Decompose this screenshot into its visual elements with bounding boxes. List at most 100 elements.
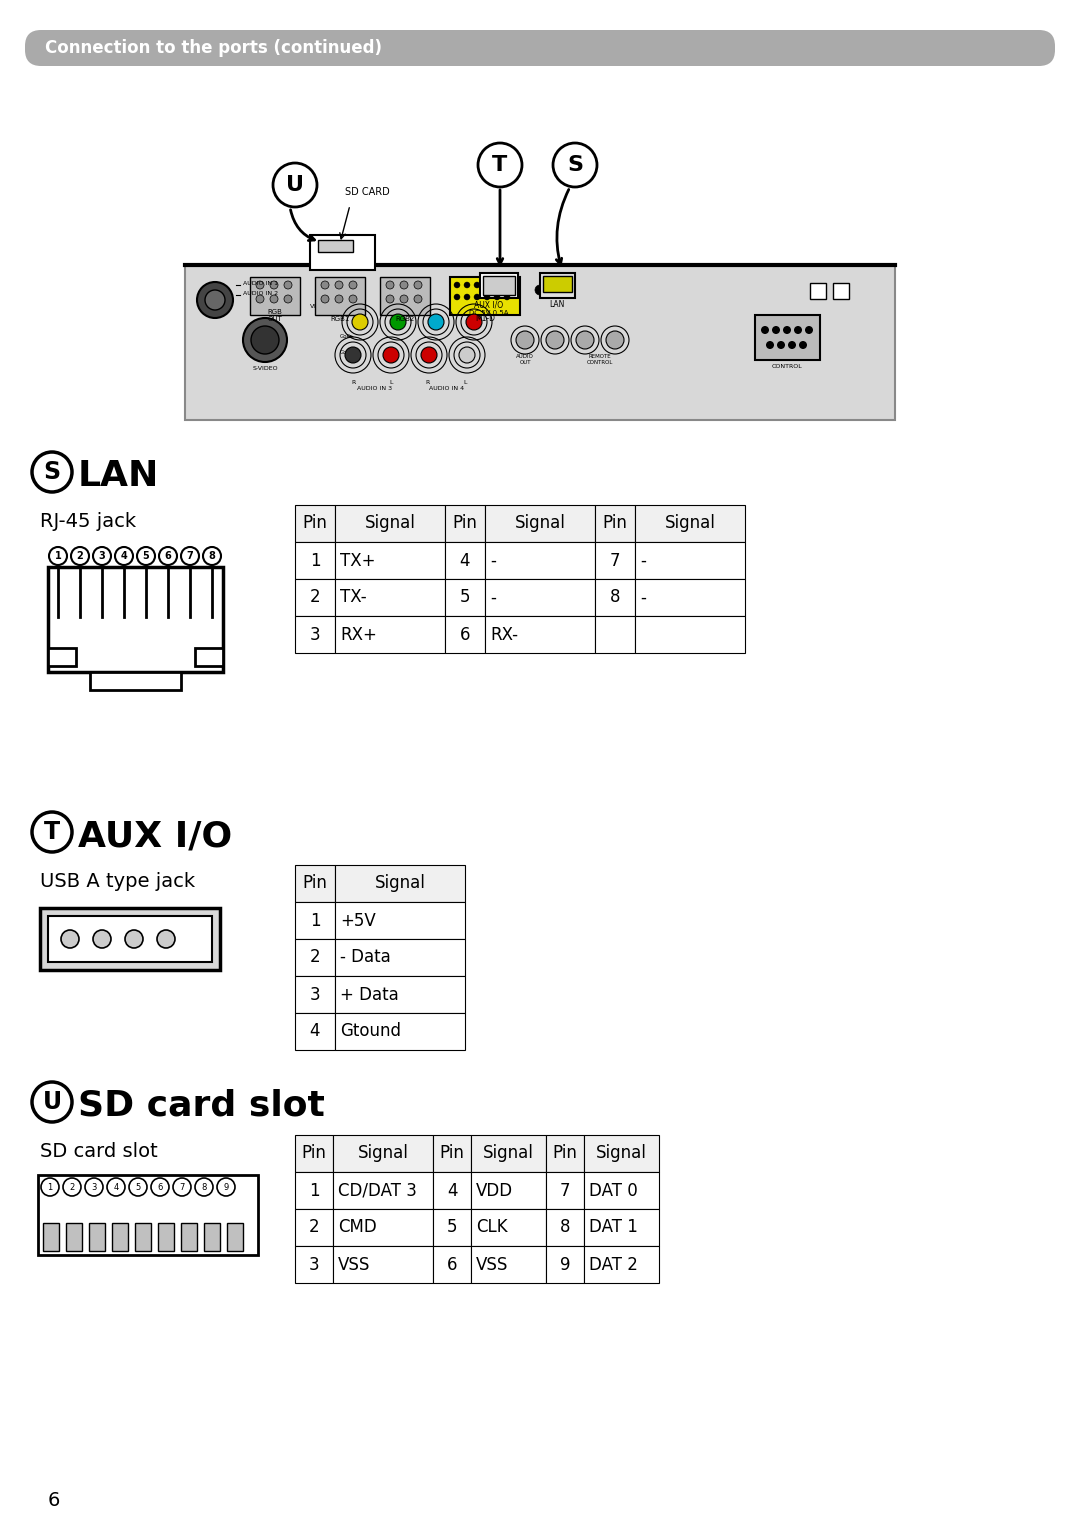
Text: 8: 8 — [559, 1218, 570, 1236]
Bar — [195, 648, 222, 666]
Circle shape — [349, 296, 357, 303]
Text: 6: 6 — [158, 1183, 163, 1192]
Bar — [546, 1135, 584, 1172]
Circle shape — [71, 547, 89, 565]
Text: 3: 3 — [310, 625, 321, 643]
Circle shape — [137, 547, 156, 565]
Circle shape — [400, 296, 408, 303]
Circle shape — [783, 326, 791, 334]
Circle shape — [386, 296, 394, 303]
Text: CLK: CLK — [476, 1218, 508, 1236]
Circle shape — [270, 296, 278, 303]
Circle shape — [181, 547, 199, 565]
Text: R: R — [351, 380, 355, 385]
Text: + Data: + Data — [340, 985, 399, 1003]
Bar — [483, 276, 515, 296]
Bar — [380, 277, 430, 316]
Circle shape — [474, 282, 480, 288]
Bar — [450, 277, 519, 316]
Circle shape — [794, 326, 802, 334]
Bar — [445, 616, 485, 653]
Bar — [445, 542, 485, 579]
Circle shape — [504, 282, 510, 288]
Text: L: L — [389, 380, 393, 385]
Bar — [48, 916, 212, 962]
Bar — [584, 1246, 659, 1282]
Text: RX+: RX+ — [340, 625, 377, 643]
Text: Signal: Signal — [365, 515, 416, 533]
Text: TX+: TX+ — [340, 552, 376, 570]
Text: T: T — [44, 820, 60, 844]
Text: CD/DAT 3: CD/DAT 3 — [338, 1181, 417, 1200]
Bar — [48, 567, 222, 673]
Text: 2: 2 — [309, 1218, 320, 1236]
Text: 7: 7 — [559, 1181, 570, 1200]
FancyBboxPatch shape — [25, 31, 1055, 66]
Circle shape — [284, 280, 292, 290]
Text: 3: 3 — [310, 985, 321, 1003]
Circle shape — [390, 314, 406, 329]
Bar — [295, 866, 335, 902]
Circle shape — [546, 331, 564, 349]
Bar — [185, 265, 895, 420]
Text: VIDEO: VIDEO — [310, 303, 329, 309]
Text: TX-: TX- — [340, 588, 366, 607]
Text: 4: 4 — [121, 552, 127, 561]
Circle shape — [114, 547, 133, 565]
Text: RGB2: RGB2 — [395, 316, 415, 322]
Circle shape — [197, 282, 233, 319]
Bar — [471, 1172, 546, 1209]
Text: 5: 5 — [135, 1183, 140, 1192]
Circle shape — [345, 348, 361, 363]
Text: DAT 2: DAT 2 — [589, 1256, 638, 1273]
Text: 4: 4 — [447, 1181, 457, 1200]
Text: VSS: VSS — [476, 1256, 509, 1273]
Text: 8: 8 — [610, 588, 620, 607]
Circle shape — [256, 280, 264, 290]
Text: SD card slot: SD card slot — [78, 1089, 325, 1123]
Bar — [204, 1223, 220, 1252]
Circle shape — [125, 930, 143, 948]
Circle shape — [349, 280, 357, 290]
Text: 3: 3 — [309, 1256, 320, 1273]
Text: RGB1: RGB1 — [330, 316, 350, 322]
Bar — [335, 939, 465, 976]
Text: DC 5V 0.5A: DC 5V 0.5A — [469, 309, 509, 316]
Text: DAT 0: DAT 0 — [589, 1181, 638, 1200]
Text: 1: 1 — [310, 912, 321, 930]
Bar — [335, 1013, 465, 1049]
Circle shape — [400, 280, 408, 290]
Circle shape — [414, 280, 422, 290]
Circle shape — [465, 314, 482, 329]
Text: 9: 9 — [559, 1256, 570, 1273]
Bar — [755, 316, 820, 360]
Text: AUDIO IN 3: AUDIO IN 3 — [357, 386, 392, 391]
Bar — [595, 542, 635, 579]
Bar — [635, 542, 745, 579]
Bar — [485, 579, 595, 616]
Text: CMD: CMD — [338, 1218, 377, 1236]
Circle shape — [494, 294, 500, 300]
Bar — [181, 1223, 197, 1252]
Text: 4: 4 — [113, 1183, 119, 1192]
Bar — [445, 579, 485, 616]
Text: Signal: Signal — [664, 515, 715, 533]
Text: 7: 7 — [179, 1183, 185, 1192]
Text: AUX I/O: AUX I/O — [474, 300, 503, 309]
Text: 9: 9 — [224, 1183, 229, 1192]
Bar — [295, 1135, 333, 1172]
Text: Pin: Pin — [603, 515, 627, 533]
Circle shape — [777, 342, 785, 349]
Text: Pin: Pin — [453, 515, 477, 533]
Text: -: - — [640, 552, 646, 570]
Text: 2: 2 — [310, 948, 321, 967]
Circle shape — [321, 280, 329, 290]
Bar — [485, 542, 595, 579]
Circle shape — [772, 326, 780, 334]
Circle shape — [478, 142, 522, 187]
Bar — [66, 1223, 82, 1252]
Circle shape — [576, 331, 594, 349]
Text: DAT 1: DAT 1 — [589, 1218, 638, 1236]
Text: -: - — [490, 552, 496, 570]
Bar — [333, 1172, 433, 1209]
